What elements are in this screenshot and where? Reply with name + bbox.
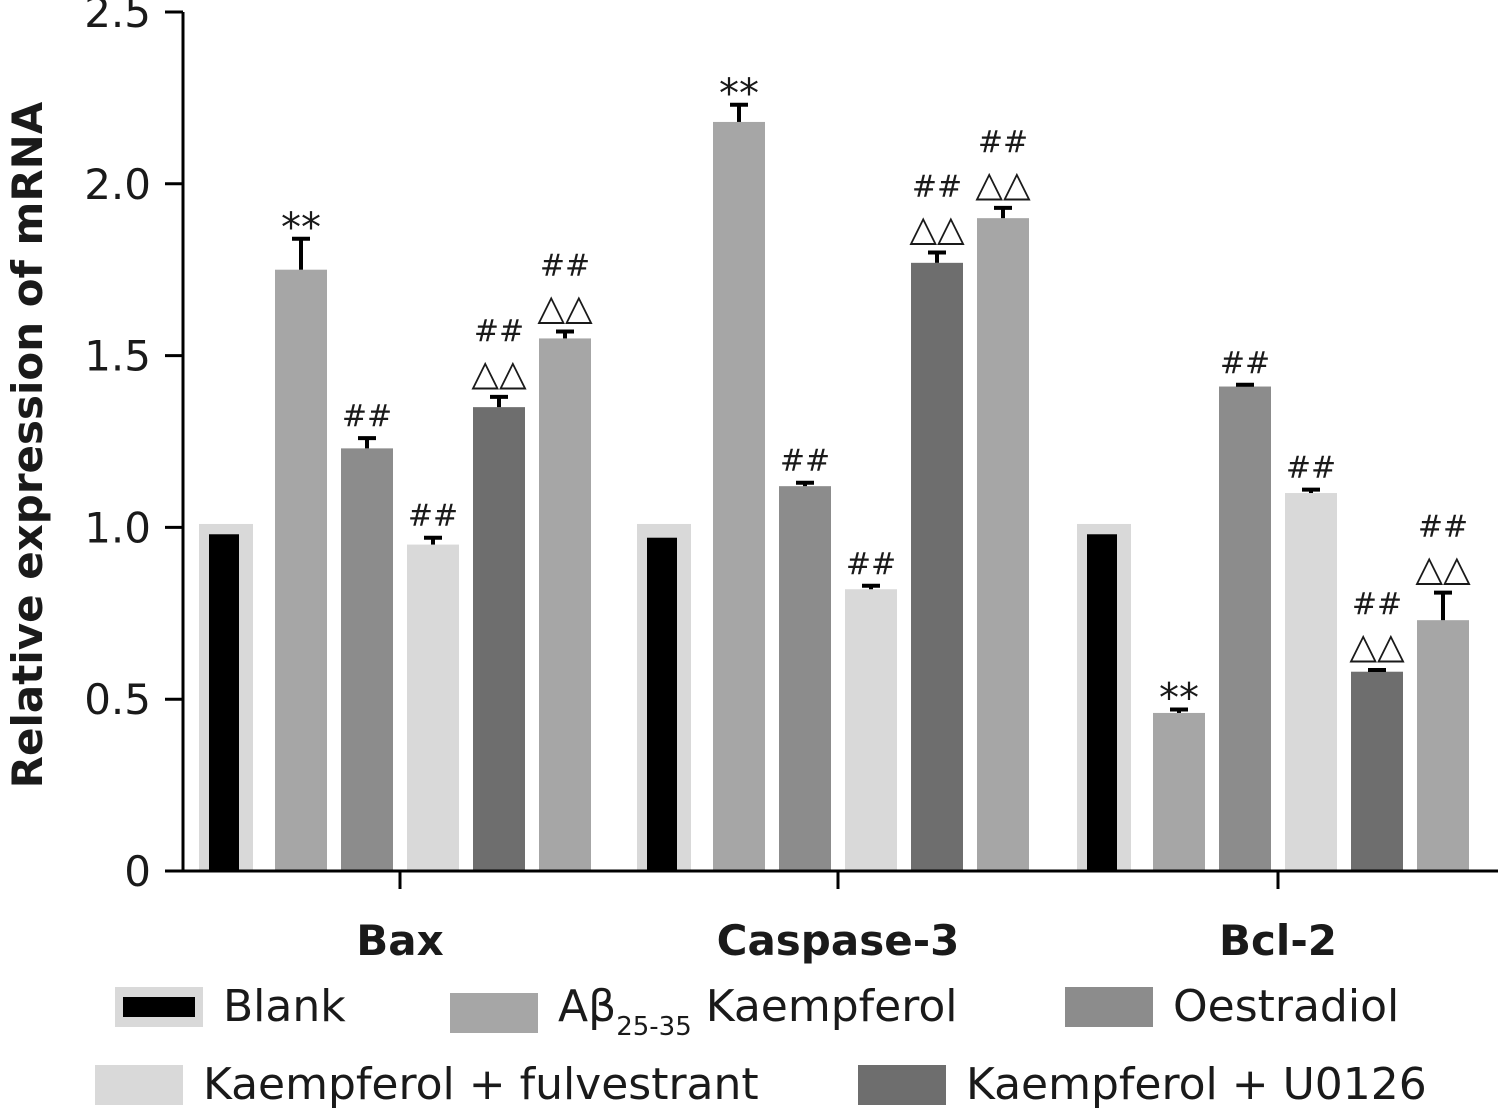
bars-layer bbox=[199, 121, 1469, 871]
significance-label: ** bbox=[719, 71, 759, 117]
legend-label-abeta-main: Aβ bbox=[558, 981, 617, 1032]
bar-blank-bcl-2 bbox=[1087, 534, 1117, 871]
x-tick-label-bax: Bax bbox=[356, 916, 443, 965]
legend-item-kaempferol-u0126: Kaempferol + U0126 bbox=[858, 1063, 1427, 1107]
significance-label: ## bbox=[780, 444, 830, 479]
legend-item-blank: Blank bbox=[115, 985, 346, 1029]
significance-label: ## bbox=[1286, 451, 1336, 486]
axes-layer: 0 0.5 1.0 1.5 2.0 2.5 Bax Caspase-3 Bcl-2 bbox=[84, 0, 1498, 965]
bar-blank-bax bbox=[209, 534, 239, 871]
bar-series-5-bcl-2 bbox=[1417, 620, 1469, 871]
significance-label: △△ bbox=[1349, 626, 1405, 667]
legend-label-abeta-kaempferol: Aβ25-35 Kaempferol bbox=[558, 985, 957, 1042]
legend-swatch-oestradiol bbox=[1065, 987, 1153, 1027]
bar-oestradiol-bcl-2 bbox=[1219, 386, 1271, 871]
bar-chart: ** ## ## △△ ## △△ ## ** ## ## △△ ## △△ ## ** ## ## △△ ## △△… bbox=[3, 0, 1498, 965]
y-tick-label: 1.0 bbox=[84, 503, 151, 552]
legend-swatch-kaempferol-u0126 bbox=[858, 1065, 946, 1105]
y-tick-label: 2.5 bbox=[84, 0, 151, 37]
bar-a-25-35-kaempferol-bcl-2 bbox=[1153, 712, 1205, 871]
legend-label-abeta-sub: 25-35 bbox=[616, 1012, 692, 1042]
significance-label: ## bbox=[474, 314, 524, 349]
bar-a-25-35-kaempferol-bax bbox=[275, 269, 327, 871]
bar-kaempferol-u0126-caspase-3 bbox=[911, 262, 963, 871]
y-tick-label: 2.0 bbox=[84, 160, 151, 209]
y-tick-label: 1.5 bbox=[84, 332, 151, 381]
significance-label: ** bbox=[281, 205, 321, 251]
significance-label: ## bbox=[912, 170, 962, 205]
significance-label: ## bbox=[978, 125, 1028, 160]
significance-label: ## bbox=[342, 399, 392, 434]
bar-blank-caspase-3 bbox=[647, 537, 677, 871]
y-tick-label: 0.5 bbox=[84, 675, 151, 724]
bar-a-25-35-kaempferol-caspase-3 bbox=[713, 121, 765, 871]
bar-kaempferol-u0126-bax bbox=[473, 407, 525, 871]
legend-label-blank: Blank bbox=[223, 981, 346, 1032]
annotations-layer: ** ## ## △△ ## △△ ## ** ## ## △△ ## △△ ## ** ## ## △△ ## △△… bbox=[281, 71, 1471, 722]
legend-label-abeta-tail: Kaempferol bbox=[691, 981, 958, 1032]
legend-label-oestradiol: Oestradiol bbox=[1173, 981, 1400, 1032]
significance-label: ## bbox=[1220, 346, 1270, 381]
significance-label: ## bbox=[1352, 587, 1402, 622]
significance-label: △△ bbox=[909, 209, 965, 250]
legend-label-kaempferol-u0126: Kaempferol + U0126 bbox=[966, 1059, 1427, 1110]
legend-swatch-abeta-kaempferol bbox=[450, 992, 538, 1033]
bar-kaempferol-fulvestrant-bax bbox=[407, 544, 459, 871]
significance-label: △△ bbox=[537, 288, 593, 329]
significance-label: ## bbox=[540, 249, 590, 284]
legend-item-abeta-kaempferol: Aβ25-35 Kaempferol bbox=[450, 985, 957, 1040]
bar-kaempferol-fulvestrant-caspase-3 bbox=[845, 589, 897, 871]
legend-item-kaempferol-fulvestrant: Kaempferol + fulvestrant bbox=[95, 1063, 759, 1107]
error-bars-layer bbox=[292, 102, 1452, 713]
x-tick-label-caspase-3: Caspase-3 bbox=[717, 916, 960, 965]
bar-oestradiol-caspase-3 bbox=[779, 486, 831, 871]
significance-label: ## bbox=[846, 547, 896, 582]
significance-label: △△ bbox=[1415, 549, 1471, 590]
legend-swatch-blank bbox=[115, 987, 203, 1027]
legend: Blank Aβ25-35 Kaempferol Oestradiol Kaem… bbox=[0, 975, 1505, 1119]
significance-label: △△ bbox=[471, 353, 527, 394]
legend-item-oestradiol: Oestradiol bbox=[1065, 985, 1399, 1029]
significance-label: ## bbox=[408, 499, 458, 534]
significance-label: △△ bbox=[975, 164, 1031, 205]
bar-kaempferol-u0126-bcl-2 bbox=[1351, 671, 1403, 871]
legend-label-kaempferol-fulvestrant: Kaempferol + fulvestrant bbox=[203, 1059, 759, 1110]
bar-series-5-bax bbox=[539, 338, 591, 871]
y-tick-label: 0 bbox=[124, 847, 151, 896]
significance-label: ## bbox=[1418, 510, 1468, 545]
significance-label: ** bbox=[1159, 676, 1199, 722]
bar-oestradiol-bax bbox=[341, 448, 393, 871]
bar-series-5-caspase-3 bbox=[977, 218, 1029, 871]
legend-swatch-kaempferol-fulvestrant bbox=[95, 1065, 183, 1105]
x-tick-label-bcl-2: Bcl-2 bbox=[1219, 916, 1337, 965]
bar-kaempferol-fulvestrant-bcl-2 bbox=[1285, 493, 1337, 871]
y-axis-label: Relative expression of mRNA bbox=[3, 101, 52, 788]
